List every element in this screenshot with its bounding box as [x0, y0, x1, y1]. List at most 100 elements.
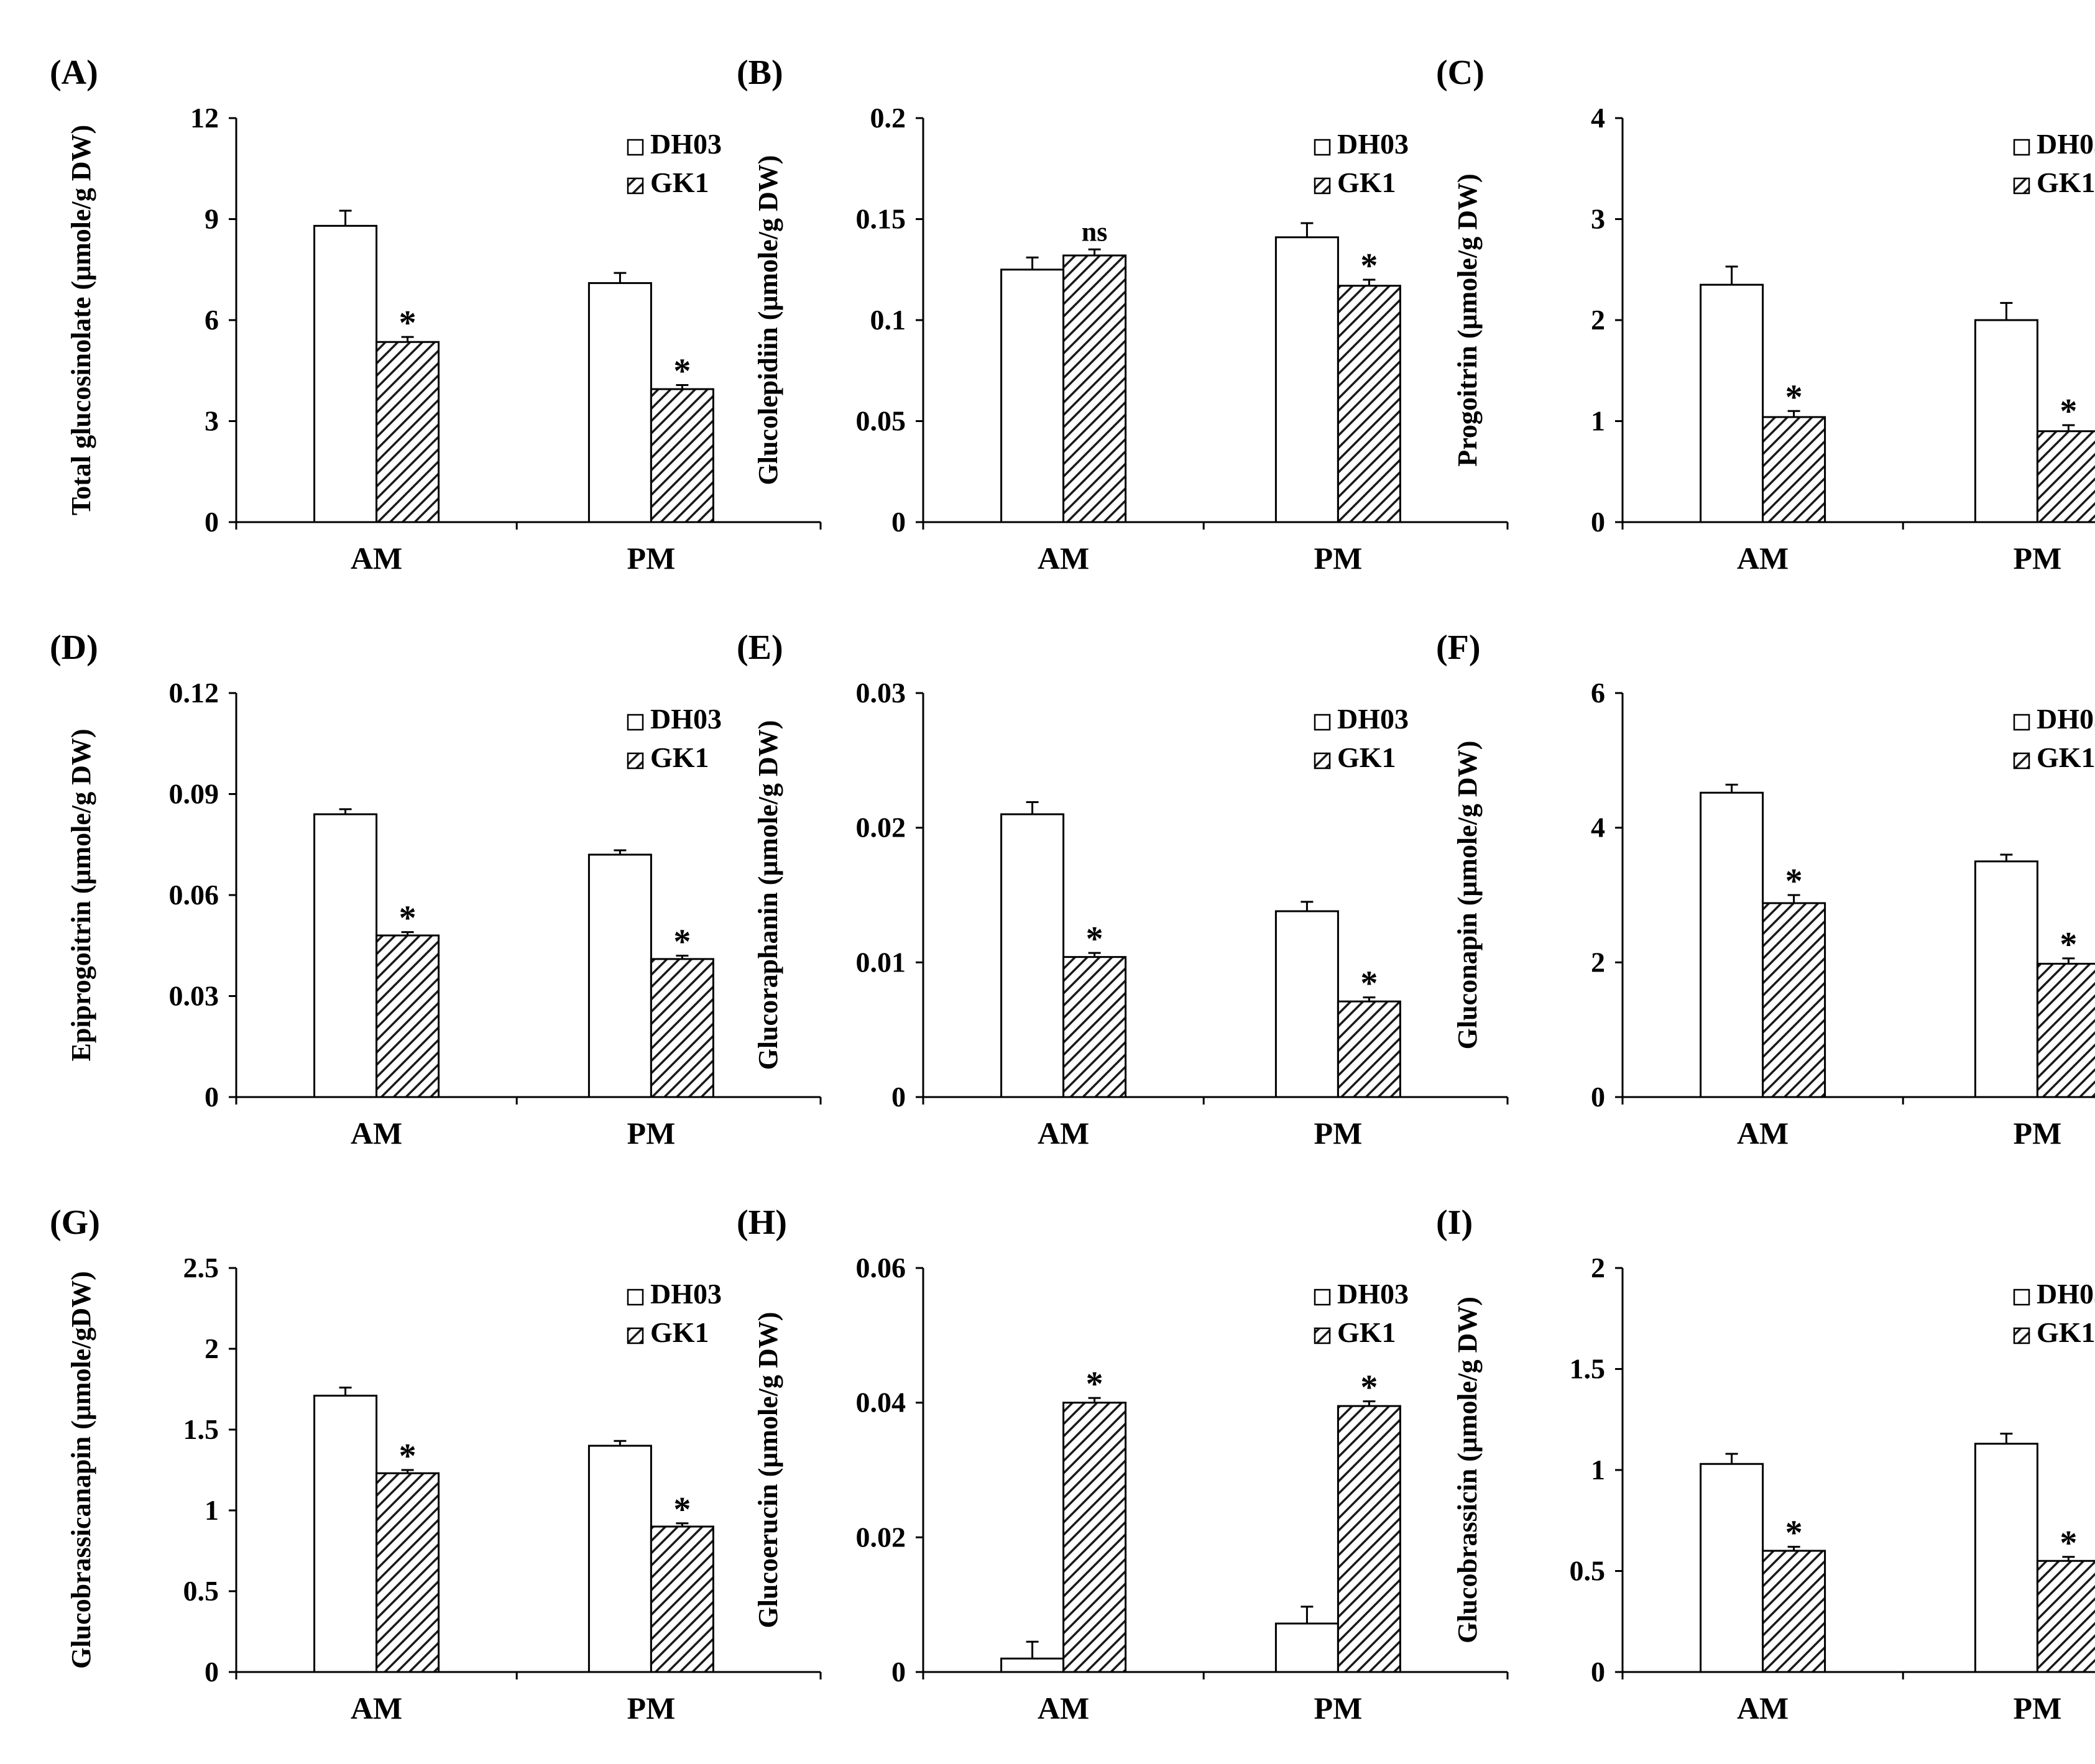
legend-label-gk1: GK1: [1337, 742, 1396, 773]
y-tick-label: 0: [1591, 506, 1605, 538]
bar-gk1-am: [1762, 1550, 1826, 1673]
y-tick-label: 3: [1591, 203, 1605, 235]
significance-mark: *: [673, 352, 691, 391]
significance-mark: *: [1360, 247, 1378, 285]
x-category-label: PM: [1314, 1691, 1363, 1725]
panel-label: (D): [50, 628, 98, 667]
y-tick-label: 0: [205, 1656, 219, 1688]
legend-swatch-gk1: [2013, 1327, 2030, 1344]
y-tick-label: 0: [891, 1081, 906, 1113]
y-tick-label: 2.5: [183, 1252, 219, 1284]
y-tick-label: 6: [205, 304, 219, 336]
legend-label-gk1: GK1: [2037, 1316, 2095, 1348]
legend-swatch-dh03: [627, 139, 644, 156]
panel-label: (E): [737, 628, 783, 667]
x-category-label: AM: [1038, 541, 1089, 576]
significance-mark: *: [1086, 920, 1103, 958]
y-tick-label: 0.5: [1570, 1555, 1606, 1587]
legend-swatch-dh03: [2013, 139, 2030, 156]
y-tick-label: 4: [1591, 102, 1605, 134]
chart-panel-e: (E) 0 0.01 0.02 0.03 Glucoraphanin (μmole/g D…: [737, 628, 1509, 1151]
y-axis-label: Epiprogoitrin (μmole/g DW): [66, 728, 96, 1061]
y-tick-label: 4: [1591, 812, 1605, 843]
chart-panel-i: (I) 0 0.5 1 1.5 2 Glucobrassicin (μmole/g DW) *…: [1436, 1203, 2095, 1725]
y-axis-label: Glucolepidiin (μmole/g DW): [753, 155, 783, 485]
bar-gk1-am: [1062, 1402, 1127, 1673]
significance-mark: *: [399, 1437, 417, 1476]
legend-label-dh03: DH03: [2037, 128, 2095, 160]
chart-panel-d: (D) 0 0.03 0.06 0.09 0.12 Epiprogoitrin (μmole…: [50, 628, 822, 1151]
y-tick-label: 0.02: [856, 1521, 906, 1553]
significance-mark: *: [1785, 1514, 1803, 1553]
y-axis-label: Progoitrin (μmole/g DW): [1452, 173, 1483, 466]
x-category-label: AM: [351, 541, 402, 576]
legend-swatch-dh03: [627, 714, 644, 731]
significance-mark: *: [2060, 392, 2077, 431]
bar-dh03-pm: [587, 282, 652, 523]
significance-mark: *: [1360, 965, 1378, 1003]
legend-swatch-dh03: [1314, 139, 1331, 156]
significance-mark: *: [673, 1491, 691, 1529]
y-tick-label: 0: [891, 1656, 906, 1688]
significance-mark: *: [1086, 1365, 1103, 1403]
y-tick-label: 0.15: [856, 203, 906, 235]
y-tick-label: 0.2: [870, 102, 906, 134]
legend-swatch-gk1: [627, 752, 644, 769]
panel-label: (B): [737, 53, 783, 92]
y-tick-label: 0.03: [169, 980, 219, 1012]
legend-swatch-dh03: [1314, 714, 1331, 731]
bar-gk1-am: [1762, 416, 1826, 523]
y-tick-label: 0.12: [169, 677, 219, 709]
x-category-label: PM: [1314, 541, 1363, 576]
bar-gk1-am: [375, 341, 440, 523]
x-category-label: AM: [1038, 1691, 1089, 1725]
y-axis-label: Glucoerucin (μmole/g DW): [753, 1312, 783, 1628]
y-tick-label: 0: [205, 506, 219, 538]
legend-label-gk1: GK1: [650, 167, 709, 198]
significance-mark: *: [1360, 1369, 1378, 1407]
y-tick-label: 0.06: [169, 879, 219, 911]
chart-panel-f: (F) 0 2 4 6 Gluconapin (μmole/g DW) * AM * PM DH03…: [1436, 628, 2095, 1151]
y-tick-label: 0.02: [856, 812, 906, 843]
chart-panel-g: (G) 0 0.5 1 1.5 2 2.5 Glucobrassicanapin (μmole…: [50, 1203, 822, 1725]
legend-swatch-dh03: [2013, 1289, 2030, 1306]
y-tick-label: 2: [205, 1333, 219, 1364]
legend-swatch-gk1: [627, 1327, 644, 1344]
legend-swatch-dh03: [627, 1289, 644, 1306]
legend-swatch-gk1: [1314, 1327, 1331, 1344]
significance-mark: *: [1785, 378, 1803, 416]
y-tick-label: 0.09: [169, 778, 219, 810]
chart-panel-h: (H) 0 0.02 0.04 0.06 Glucoerucin (μmole/g DW)…: [737, 1203, 1509, 1725]
legend-label-gk1: GK1: [650, 742, 709, 773]
y-tick-label: 0: [1591, 1656, 1605, 1688]
significance-mark: ns: [1082, 216, 1108, 247]
legend-swatch-gk1: [2013, 177, 2030, 195]
panel-label: (H): [737, 1203, 787, 1242]
y-tick-label: 0: [205, 1081, 219, 1113]
bar-dh03-am: [313, 224, 378, 523]
x-category-label: AM: [1737, 541, 1789, 576]
y-tick-label: 0.04: [856, 1387, 906, 1418]
bar-gk1-am: [375, 1472, 440, 1673]
legend-swatch-dh03: [2013, 714, 2030, 731]
y-axis-label: Glucoraphanin (μmole/g DW): [753, 720, 783, 1070]
bar-gk1-pm: [2036, 1560, 2095, 1673]
y-tick-label: 1: [1591, 1454, 1605, 1486]
bar-gk1-pm: [650, 388, 714, 523]
x-category-label: AM: [1038, 1116, 1089, 1151]
legend-label-dh03: DH03: [1337, 128, 1409, 160]
x-category-label: PM: [627, 541, 676, 576]
y-tick-label: 0.5: [183, 1575, 219, 1607]
y-tick-label: 0.06: [856, 1252, 906, 1284]
chart-panel-a: (A) 0 3 6 9 12 Total glucosinolate (μmole/g DW…: [50, 53, 822, 576]
bar-dh03-am: [1000, 269, 1065, 523]
legend-label-gk1: GK1: [2037, 742, 2095, 773]
bar-gk1-pm: [650, 1525, 714, 1673]
panel-label: (C): [1436, 53, 1485, 92]
y-tick-label: 1: [1591, 405, 1605, 437]
bar-dh03-pm: [587, 1445, 652, 1673]
y-tick-label: 1.5: [183, 1413, 219, 1445]
bar-gk1-pm: [2036, 430, 2095, 523]
y-tick-label: 6: [1591, 677, 1605, 709]
